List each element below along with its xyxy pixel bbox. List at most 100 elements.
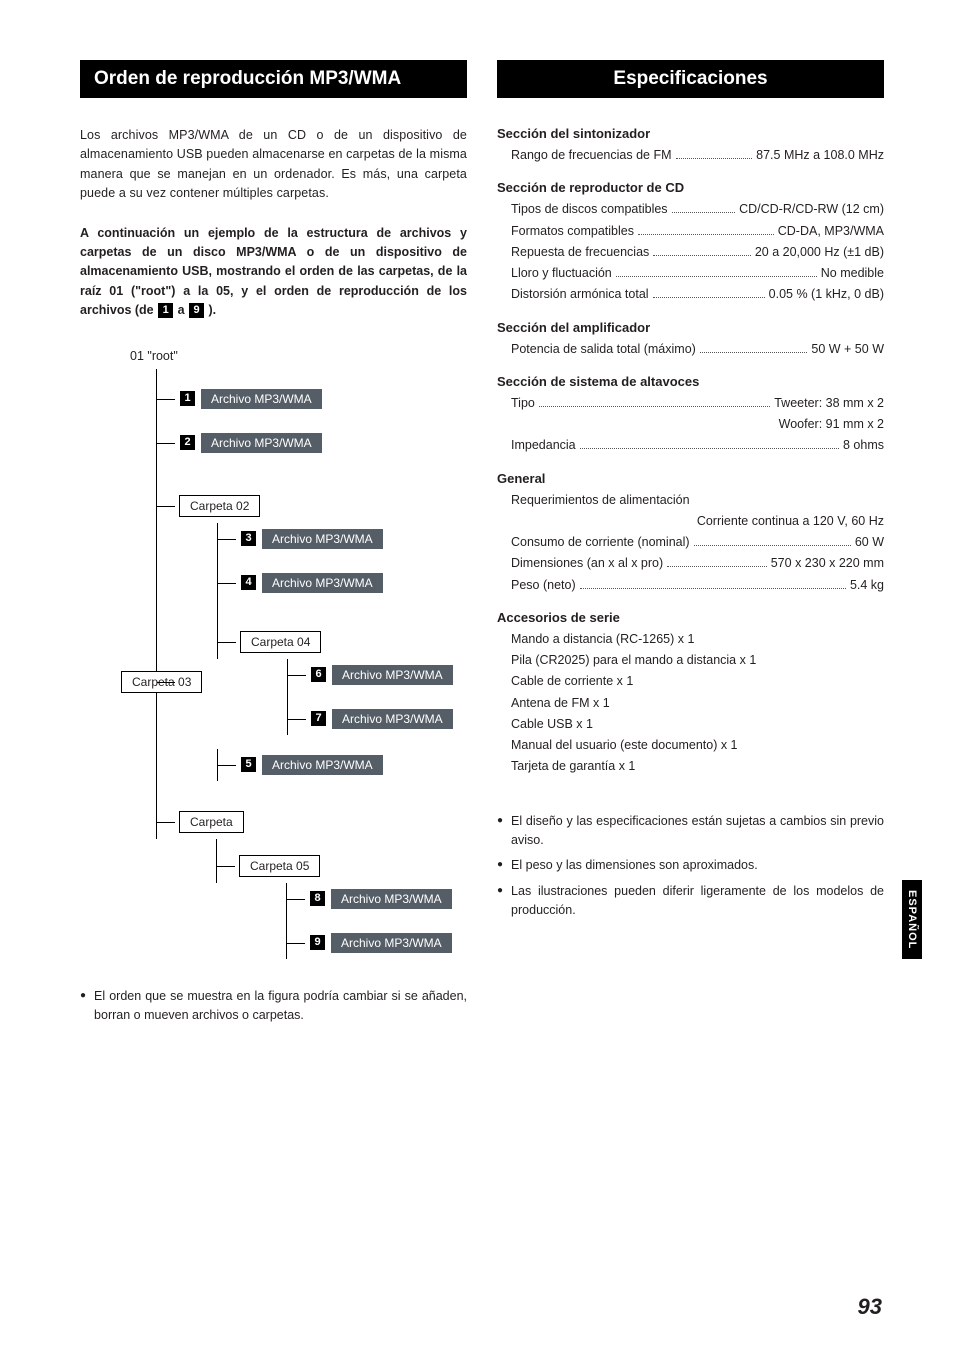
spec-value: 87.5 MHz a 108.0 MHz xyxy=(756,145,884,166)
spec-value: 60 W xyxy=(855,532,884,553)
spec-row: Rango de frecuencias de FM 87.5 MHz a 10… xyxy=(497,145,884,166)
spec-label: Distorsión armónica total xyxy=(511,284,649,305)
accessory-item: Mando a distancia (RC-1265) x 1 xyxy=(497,629,884,650)
spec-row: Dimensiones (an x al x pro) 570 x 230 x 2… xyxy=(497,553,884,574)
spec-value: 570 x 230 x 220 mm xyxy=(771,553,884,574)
spec-label: Lloro y fluctuación xyxy=(511,263,612,284)
spec-label: Tipo xyxy=(511,393,535,414)
file-label-3: Archivo MP3/WMA xyxy=(262,529,383,549)
tree-root-label: 01 "root" xyxy=(130,350,467,363)
tree-file-9: 9 Archivo MP3/WMA xyxy=(287,927,467,959)
folder-03-label: Carpeta 03 xyxy=(121,671,202,693)
num-2: 2 xyxy=(180,435,195,450)
folder-generic-label: Carpeta xyxy=(179,811,244,833)
spec-row: Consumo de corriente (nominal) 60 W xyxy=(497,532,884,553)
intro-paragraph: Los archivos MP3/WMA de un CD o de un di… xyxy=(80,126,467,204)
bullet-dot-icon: ● xyxy=(497,882,503,921)
file-label-7: Archivo MP3/WMA xyxy=(332,709,453,729)
spec-value: 5.4 kg xyxy=(850,575,884,596)
spec-row: Lloro y fluctuación No medible xyxy=(497,263,884,284)
spec-extra-line: Corriente continua a 120 V, 60 Hz xyxy=(497,511,884,532)
spec-value: 0.05 % (1 kHz, 0 dB) xyxy=(769,284,884,305)
spec-value: 50 W + 50 W xyxy=(811,339,884,360)
left-section-header: Orden de reproducción MP3/WMA xyxy=(80,60,467,98)
tree-folder-05: Carpeta 05 xyxy=(217,849,467,883)
tree-folder-03: Carpeta 03 xyxy=(157,665,467,699)
spec-value: Tweeter: 38 mm x 2 xyxy=(774,393,884,414)
language-side-tab: ESPAÑOL xyxy=(902,880,922,959)
folder-05-label: Carpeta 05 xyxy=(239,855,320,877)
spec-label: Consumo de corriente (nominal) xyxy=(511,532,690,553)
bold-pre: A continuación un ejemplo de la estructu… xyxy=(80,226,467,318)
num-9: 9 xyxy=(310,935,325,950)
spec-label: Potencia de salida total (máximo) xyxy=(511,339,696,360)
left-column: Orden de reproducción MP3/WMA Los archiv… xyxy=(80,60,467,1026)
bullet-dot-icon: ● xyxy=(80,987,86,1026)
bold-post: ). xyxy=(205,303,216,317)
num-5: 5 xyxy=(241,757,256,772)
spec-label: Rango de frecuencias de FM xyxy=(511,145,672,166)
bold-mid: a xyxy=(174,303,188,317)
accessory-item: Tarjeta de garantía x 1 xyxy=(497,756,884,777)
spec-label: Formatos compatibles xyxy=(511,221,634,242)
spec-label: Repuesta de frecuencias xyxy=(511,242,649,263)
folder-02-label: Carpeta 02 xyxy=(179,495,260,517)
spec-row: Tipos de discos compatibles CD/CD-R/CD-RW… xyxy=(497,199,884,220)
note-bullet: ● El peso y las dimensiones son aproximad… xyxy=(497,856,884,875)
spec-value: No medible xyxy=(821,263,884,284)
spec-extra-line: Woofer: 91 mm x 2 xyxy=(497,414,884,435)
num-3: 3 xyxy=(241,531,256,546)
tree-file-8: 8 Archivo MP3/WMA xyxy=(287,883,467,915)
spec-row: Potencia de salida total (máximo) 50 W + … xyxy=(497,339,884,360)
accessories-section-title: Accesorios de serie xyxy=(497,610,884,625)
file-label-1: Archivo MP3/WMA xyxy=(201,389,322,409)
num-1: 1 xyxy=(180,391,195,406)
num-4: 4 xyxy=(241,575,256,590)
accessory-item: Pila (CR2025) para el mando a distancia … xyxy=(497,650,884,671)
accessory-item: Cable de corriente x 1 xyxy=(497,671,884,692)
bullet-text: Las ilustraciones pueden diferir ligeram… xyxy=(511,882,884,921)
tree-file-1: 1 Archivo MP3/WMA xyxy=(157,383,467,415)
tree-folder-02: Carpeta 02 xyxy=(157,489,467,523)
bullet-text: El peso y las dimensiones son aproximado… xyxy=(511,856,758,875)
bullet-dot-icon: ● xyxy=(497,856,503,875)
tree-file-4: 4 Archivo MP3/WMA xyxy=(218,567,467,599)
tree-folder-generic: Carpeta xyxy=(157,805,467,839)
spec-label: Dimensiones (an x al x pro) xyxy=(511,553,663,574)
accessory-item: Manual del usuario (este documento) x 1 xyxy=(497,735,884,756)
tree-folder-04: Carpeta 04 xyxy=(218,625,467,659)
spec-label: Peso (neto) xyxy=(511,575,576,596)
file-label-5: Archivo MP3/WMA xyxy=(262,755,383,775)
spec-row: Peso (neto) 5.4 kg xyxy=(497,575,884,596)
spec-value: 8 ohms xyxy=(843,435,884,456)
file-label-2: Archivo MP3/WMA xyxy=(201,433,322,453)
tree-diagram: 01 "root" 1 Archivo MP3/WMA 2 Archivo MP… xyxy=(80,350,467,959)
file-label-8: Archivo MP3/WMA xyxy=(331,889,452,909)
spec-row: Repuesta de frecuencias 20 a 20,000 Hz (±… xyxy=(497,242,884,263)
note-bullet: ●Las ilustraciones pueden diferir ligera… xyxy=(497,882,884,921)
bullet-text: El diseño y las especificaciones están s… xyxy=(511,812,884,851)
left-note-text: El orden que se muestra en la figura pod… xyxy=(94,987,467,1026)
accessory-item: Cable USB x 1 xyxy=(497,714,884,735)
speakers-section-title: Sección de sistema de altavoces xyxy=(497,374,884,389)
amp-section-title: Sección del amplificador xyxy=(497,320,884,335)
inline-num-1: 1 xyxy=(158,303,173,318)
page-number: 93 xyxy=(858,1294,882,1320)
file-label-4: Archivo MP3/WMA xyxy=(262,573,383,593)
cd-section-title: Sección de reproductor de CD xyxy=(497,180,884,195)
tree-file-7: 7 Archivo MP3/WMA xyxy=(288,703,467,735)
spec-value: CD/CD-R/CD-RW (12 cm) xyxy=(739,199,884,220)
spec-row: Tipo Tweeter: 38 mm x 2 xyxy=(497,393,884,414)
inline-num-9: 9 xyxy=(189,303,204,318)
right-column: Especificaciones Sección del sintonizado… xyxy=(497,60,884,1026)
spec-label: Tipos de discos compatibles xyxy=(511,199,668,220)
accessory-item: Antena de FM x 1 xyxy=(497,693,884,714)
tree-file-5: 5 Archivo MP3/WMA xyxy=(218,749,467,781)
spec-value: 20 a 20,000 Hz (±1 dB) xyxy=(755,242,884,263)
left-note: ● El orden que se muestra en la figura p… xyxy=(80,987,467,1026)
num-8: 8 xyxy=(310,891,325,906)
bold-paragraph: A continuación un ejemplo de la estructu… xyxy=(80,224,467,321)
bullet-dot-icon: ● xyxy=(497,812,503,851)
spec-row: Impedancia8 ohms xyxy=(497,435,884,456)
general-section-title: General xyxy=(497,471,884,486)
